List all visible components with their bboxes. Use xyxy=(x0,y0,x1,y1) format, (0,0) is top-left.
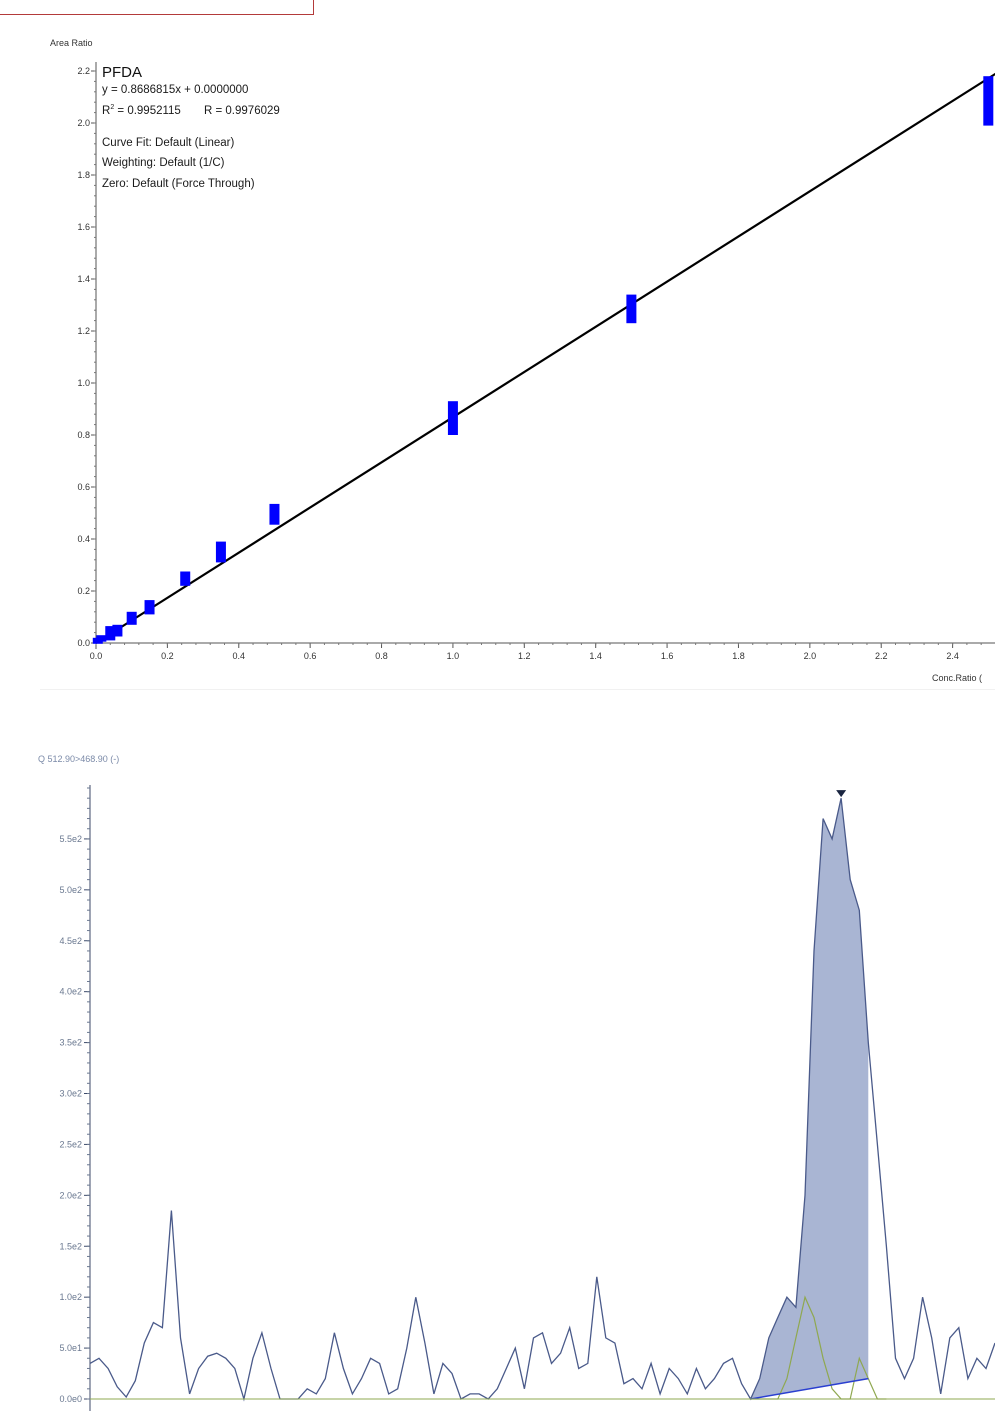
section-divider xyxy=(40,689,995,690)
x-tick-label: 2.0 xyxy=(804,651,817,661)
weighting-text: Weighting: Default (1/C) xyxy=(102,157,225,169)
calibration-point xyxy=(96,635,107,642)
equation-text: y = 0.8686815x + 0.0000000 xyxy=(102,84,248,96)
calibration-point xyxy=(144,600,155,615)
calibration-points xyxy=(92,76,994,644)
y-tick-label: 0.2 xyxy=(77,586,90,596)
calibration-point xyxy=(626,294,637,324)
x-tick-label: 1.8 xyxy=(732,651,745,661)
calibration-point xyxy=(126,611,137,625)
chrom-y-tick-label: 2.0e2 xyxy=(59,1190,82,1200)
chrom-y-tick-label: 5.0e2 xyxy=(59,885,82,895)
r-squared-text: R2 = 0.9952115 R = 0.9976029 xyxy=(102,104,280,117)
chrom-y-tick-label: 3.0e2 xyxy=(59,1089,82,1099)
y-tick-label: 0.0 xyxy=(77,638,90,648)
x-tick-label: 0.0 xyxy=(90,651,103,661)
primary-trace xyxy=(89,798,995,1402)
trace-title: Q 512.90>468.90 (-) xyxy=(38,754,119,764)
calibration-point xyxy=(180,571,191,586)
x-tick-label: 1.4 xyxy=(589,651,602,661)
chrom-y-tick-label: 0.0e0 xyxy=(59,1394,82,1404)
chrom-y-tick-label: 5.5e2 xyxy=(59,834,82,844)
secondary-trace xyxy=(750,1295,887,1400)
peak-apex-marker xyxy=(836,790,847,798)
x-tick-label: 0.2 xyxy=(161,651,174,661)
chrom-y-tick-label: 5.0e1 xyxy=(59,1343,82,1353)
x-tick-label: 1.0 xyxy=(447,651,460,661)
y-tick-label: 1.0 xyxy=(77,378,90,388)
x-tick-label: 1.6 xyxy=(661,651,674,661)
curve-fit-text: Curve Fit: Default (Linear) xyxy=(102,137,234,149)
y-tick-label: 1.6 xyxy=(77,222,90,232)
chrom-y-tick-label: 4.5e2 xyxy=(59,936,82,946)
calibration-axes xyxy=(92,62,995,649)
x-tick-label: 0.4 xyxy=(233,651,246,661)
chromatogram-ticks: 0.0e0 5.0e1 1.0e2 1.5e2 2.0e2 2.5e2 3.0e2 3.5e2… xyxy=(59,787,90,1404)
y-tick-label: 2.0 xyxy=(77,118,90,128)
integrated-peak-area xyxy=(750,798,869,1399)
x-axis-label: Conc.Ratio ( xyxy=(932,673,982,683)
x-tick-label: 2.2 xyxy=(875,651,888,661)
fit-line xyxy=(95,72,995,644)
chrom-y-tick-label: 2.5e2 xyxy=(59,1139,82,1149)
y-tick-label: 0.8 xyxy=(77,430,90,440)
y-axis-label: Area Ratio xyxy=(50,38,93,48)
peak-baseline xyxy=(750,1377,869,1400)
chrom-y-tick-label: 4.0e2 xyxy=(59,987,82,997)
calibration-ticks: 0.0 0.2 0.4 0.6 0.8 1.0 1.2 1.4 1.6 1.8 2.0 2.2 0.0 0… xyxy=(77,66,982,661)
y-tick-label: 1.2 xyxy=(77,326,90,336)
x-tick-label: 0.8 xyxy=(375,651,388,661)
calibration-point xyxy=(215,541,226,563)
chrom-y-tick-label: 1.5e2 xyxy=(59,1241,82,1251)
y-tick-label: 1.8 xyxy=(77,170,90,180)
calibration-point xyxy=(105,626,116,641)
calibration-point xyxy=(112,624,123,637)
calibration-chart: Area Ratio Conc.Ratio ( 0.0 0.2 0.4 0.6 0.8 1… xyxy=(50,38,995,683)
zero-text: Zero: Default (Force Through) xyxy=(102,178,255,190)
y-tick-label: 0.6 xyxy=(77,482,90,492)
calibration-point xyxy=(447,401,458,435)
x-tick-label: 0.6 xyxy=(304,651,317,661)
y-tick-label: 0.4 xyxy=(77,534,90,544)
chrom-y-tick-label: 1.0e2 xyxy=(59,1292,82,1302)
y-tick-label: 1.4 xyxy=(77,274,90,284)
compound-name: PFDA xyxy=(102,64,142,81)
x-tick-label: 2.4 xyxy=(946,651,959,661)
calibration-point xyxy=(983,76,994,126)
calibration-point xyxy=(269,503,280,525)
y-tick-label: 2.2 xyxy=(77,66,90,76)
chrom-y-tick-label: 3.5e2 xyxy=(59,1038,82,1048)
top-window-frame xyxy=(0,0,314,15)
x-tick-label: 1.2 xyxy=(518,651,531,661)
